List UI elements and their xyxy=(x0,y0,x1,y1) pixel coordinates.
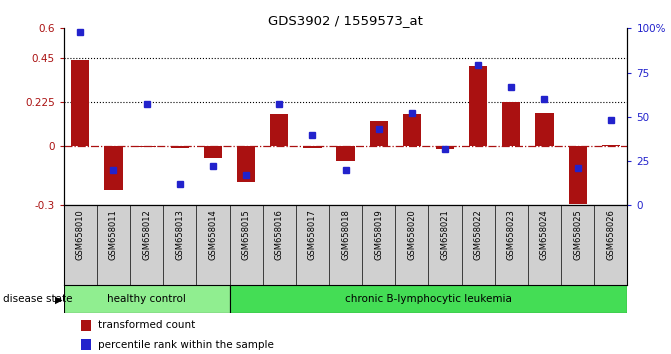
Bar xyxy=(436,146,454,149)
Text: GSM658018: GSM658018 xyxy=(341,209,350,260)
Title: GDS3902 / 1559573_at: GDS3902 / 1559573_at xyxy=(268,14,423,27)
Text: ▶: ▶ xyxy=(55,295,62,305)
Text: GSM658013: GSM658013 xyxy=(175,209,185,260)
Bar xyxy=(303,146,321,148)
Text: GSM658022: GSM658022 xyxy=(474,209,482,260)
Bar xyxy=(204,146,222,158)
Bar xyxy=(602,145,620,146)
Text: GSM658010: GSM658010 xyxy=(76,209,85,260)
Text: transformed count: transformed count xyxy=(97,320,195,330)
Bar xyxy=(336,146,355,161)
Bar xyxy=(105,146,123,190)
Bar xyxy=(81,320,91,331)
Text: GSM658011: GSM658011 xyxy=(109,209,118,260)
Text: GSM658015: GSM658015 xyxy=(242,209,250,260)
Text: GSM658020: GSM658020 xyxy=(407,209,417,260)
Bar xyxy=(535,113,554,146)
Bar xyxy=(229,285,627,313)
Bar xyxy=(71,60,89,146)
Text: GSM658023: GSM658023 xyxy=(507,209,516,260)
Bar xyxy=(370,121,388,146)
Bar xyxy=(270,114,289,146)
Text: disease state: disease state xyxy=(3,294,73,304)
Text: GSM658014: GSM658014 xyxy=(209,209,217,260)
Text: healthy control: healthy control xyxy=(107,294,186,304)
Bar xyxy=(64,285,229,313)
Bar xyxy=(568,146,586,204)
Text: GSM658016: GSM658016 xyxy=(274,209,284,260)
Bar xyxy=(469,66,487,146)
Bar xyxy=(81,339,91,350)
Text: GSM658012: GSM658012 xyxy=(142,209,151,260)
Text: GSM658017: GSM658017 xyxy=(308,209,317,260)
Text: GSM658025: GSM658025 xyxy=(573,209,582,260)
Bar xyxy=(170,146,189,148)
Text: GSM658021: GSM658021 xyxy=(441,209,450,260)
Bar xyxy=(138,146,156,147)
Text: GSM658019: GSM658019 xyxy=(374,209,383,260)
Text: GSM658024: GSM658024 xyxy=(540,209,549,260)
Text: percentile rank within the sample: percentile rank within the sample xyxy=(97,339,274,350)
Bar xyxy=(403,114,421,146)
Text: GSM658026: GSM658026 xyxy=(607,209,615,260)
Bar xyxy=(502,102,521,146)
Bar xyxy=(237,146,255,182)
Text: chronic B-lymphocytic leukemia: chronic B-lymphocytic leukemia xyxy=(345,294,512,304)
